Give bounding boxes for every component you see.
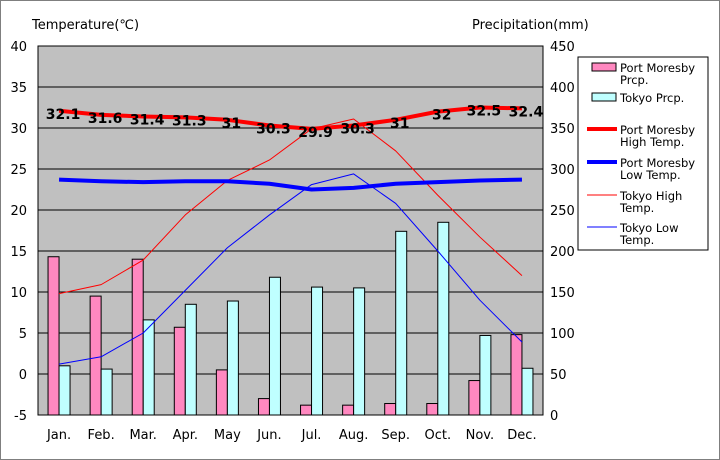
left-axis-title: Temperature(℃) (31, 18, 139, 33)
lines-group (58, 105, 523, 365)
data-label: 31 (222, 116, 241, 132)
x-tick-label: Oct. (424, 428, 451, 443)
legend-label: Prcp. (620, 73, 649, 87)
data-label: 31.3 (172, 113, 207, 129)
data-label: 31 (390, 116, 409, 132)
bar-port-moresby-prcp (215, 369, 228, 416)
data-label: 29.9 (298, 125, 333, 141)
x-tick-label: Jul. (301, 428, 322, 443)
legend-label: Port Moresby (620, 123, 695, 137)
x-tick-label: Mar. (129, 428, 156, 443)
left-tick-label: -5 (14, 409, 27, 424)
bar-tokyo-prcp (395, 230, 408, 416)
bar-port-moresby-prcp (131, 258, 144, 416)
bar-port-moresby-prcp (510, 334, 523, 416)
legend-label: Port Moresby (620, 156, 695, 170)
bar-port-moresby-prcp (89, 295, 102, 416)
right-tick-label: 450 (550, 40, 575, 55)
x-tick-label: Aug. (339, 428, 369, 443)
x-tick-label: Feb. (88, 428, 115, 443)
bar-tokyo-prcp (268, 276, 281, 416)
data-label: 32 (432, 108, 451, 124)
legend-label: Port Moresby (620, 61, 695, 75)
data-label: 32.4 (509, 104, 544, 120)
left-tick-label: 40 (10, 40, 27, 55)
bar-port-moresby-prcp (426, 403, 439, 416)
data-label: 32.1 (46, 107, 81, 123)
x-tick-label: Apr. (173, 428, 198, 443)
right-tick-label: 200 (550, 245, 575, 260)
bar-tokyo-prcp (100, 368, 113, 416)
legend-box (577, 56, 709, 251)
bar-port-moresby-prcp (257, 398, 270, 416)
bar-port-moresby-prcp (342, 404, 355, 416)
legend-swatch (591, 92, 617, 102)
legend-label: Temp. (619, 233, 654, 247)
x-tick-label: Sep. (381, 428, 410, 443)
data-label: 32.5 (467, 104, 502, 120)
bar-tokyo-prcp (311, 286, 324, 416)
bar-tokyo-prcp (184, 303, 197, 416)
series-line-tokyo-low-temp (58, 173, 523, 365)
data-label: 31.4 (130, 113, 165, 129)
data-labels-group: 32.1 31.6 31.4 31.3 31 30.3 29.9 30.3 31 32 32.5 32… (46, 104, 544, 141)
left-tick-label: 35 (10, 81, 27, 96)
bar-port-moresby-prcp (173, 326, 186, 416)
right-tick-label: 350 (550, 122, 575, 137)
bar-tokyo-prcp (437, 221, 450, 416)
plot-area (37, 45, 544, 416)
right-tick-label: 300 (550, 163, 575, 178)
x-tick-label: Nov. (466, 428, 495, 443)
right-tick-label: 100 (550, 327, 575, 342)
x-tick-label: May (214, 428, 241, 443)
right-tick-label: 150 (550, 286, 575, 301)
legend-label: Tokyo Low (619, 221, 679, 235)
left-tick-label: 30 (10, 122, 27, 137)
axes-group: 4035302520151050-54504003503002502001501… (10, 40, 574, 443)
left-tick-label: 0 (19, 368, 27, 383)
x-tick-label: Dec. (507, 428, 536, 443)
legend-label: Temp. (619, 201, 654, 215)
data-label: 31.6 (88, 111, 123, 127)
x-tick-label: Jun. (256, 428, 281, 443)
left-tick-label: 5 (19, 327, 27, 342)
legend-swatch (591, 62, 617, 72)
bar-port-moresby-prcp (47, 256, 60, 416)
series-line-tokyo-high-temp (58, 118, 523, 295)
bar-port-moresby-prcp (384, 403, 397, 416)
legend-label: Tokyo Prcp. (619, 91, 684, 105)
right-tick-label: 50 (550, 368, 567, 383)
right-tick-label: 400 (550, 81, 575, 96)
legend-label: High Temp. (620, 135, 684, 149)
bar-tokyo-prcp (142, 319, 155, 416)
bar-tokyo-prcp (226, 300, 239, 416)
left-tick-label: 25 (10, 163, 27, 178)
bar-tokyo-prcp (58, 365, 71, 416)
grid-lines (38, 86, 543, 375)
right-tick-label: 250 (550, 204, 575, 219)
right-tick-label: 0 (550, 409, 558, 424)
left-tick-label: 10 (10, 286, 27, 301)
series-line-port-moresby-low-temp (58, 177, 522, 192)
legend-label: Tokyo High (619, 189, 682, 203)
legend-label: Low Temp. (620, 168, 681, 182)
bars-group (47, 221, 534, 416)
bar-tokyo-prcp (521, 367, 534, 416)
bar-tokyo-prcp (479, 334, 492, 416)
bar-port-moresby-prcp (300, 404, 313, 416)
data-label: 30.3 (340, 122, 375, 138)
bar-port-moresby-prcp (468, 380, 481, 416)
left-tick-label: 15 (10, 245, 27, 260)
left-tick-label: 20 (10, 204, 27, 219)
bar-tokyo-prcp (353, 287, 366, 416)
data-label: 30.3 (256, 122, 291, 138)
series-line-port-moresby-high-temp (58, 105, 522, 131)
right-axis-title: Precipitation(mm) (472, 18, 589, 33)
x-tick-label: Jan. (46, 428, 71, 443)
